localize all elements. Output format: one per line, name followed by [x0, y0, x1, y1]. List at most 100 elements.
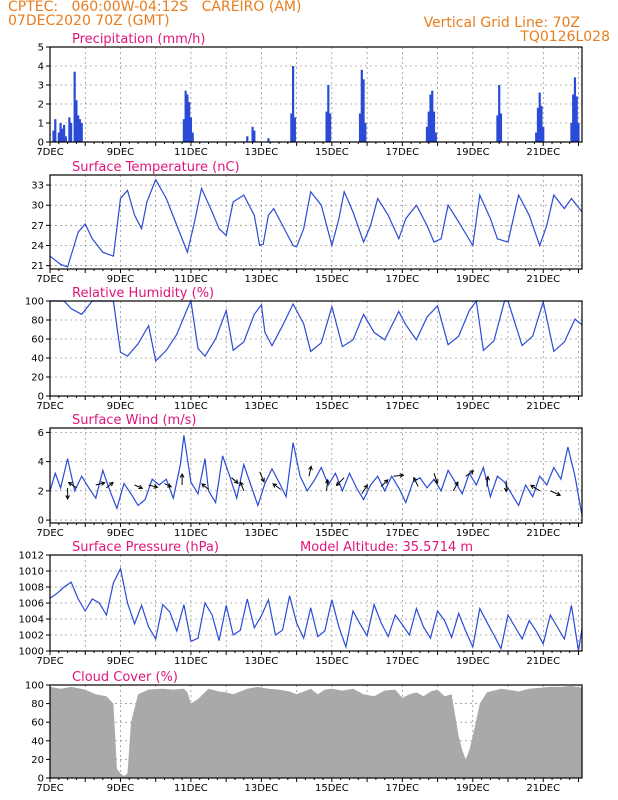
wind-arrow-head [383, 479, 389, 484]
rh-date-label: 19DEC [456, 401, 490, 412]
wind-arrow-head [469, 470, 475, 475]
precip-date-label: 19DEC [456, 147, 490, 158]
wind-arrow-head [153, 484, 159, 489]
cloud-date-label: 17DEC [385, 783, 419, 794]
pressure-ytick-label: 1010 [19, 567, 44, 578]
precip-bar [573, 77, 577, 142]
precip-bar [246, 136, 249, 142]
wind-arrow-head [335, 481, 341, 487]
precip-bar [360, 69, 363, 142]
cloud-date-label: 9DEC [107, 783, 134, 794]
wind-ytick-label: 4 [38, 457, 44, 468]
temp-ytick-label: 30 [31, 201, 44, 212]
wind-arrow-head [556, 491, 562, 497]
pressure-date-label: 13DEC [245, 656, 279, 667]
precip-bar [327, 85, 330, 142]
wind-arrow [361, 484, 368, 495]
wind-arrow-head [272, 483, 278, 488]
wind-arrow-head [308, 465, 313, 471]
precip-bar [291, 66, 295, 142]
wind-arrow [272, 483, 282, 490]
precip-bar [540, 105, 543, 142]
cloud-ytick-label: 80 [31, 699, 44, 710]
cloud-ytick-label: 100 [25, 681, 44, 692]
rh-date-label: 11DEC [174, 401, 208, 412]
pressure-date-label: 9DEC [107, 656, 134, 667]
wind-arrow [95, 482, 105, 486]
rh-date-label: 21DEC [526, 401, 560, 412]
wind-arrow [452, 481, 459, 492]
wind-arrow [134, 484, 143, 489]
temp-date-label: 15DEC [315, 274, 349, 285]
wind-arrow [231, 477, 239, 484]
wind-series-line [49, 435, 583, 516]
precip-bar [188, 102, 191, 142]
pressure-date-label: 17DEC [385, 656, 419, 667]
wind-date-label: 7DEC [36, 528, 63, 539]
pressure-ytick-label: 1002 [19, 631, 44, 642]
precip-bar [364, 123, 367, 142]
wind-date-label: 21DEC [526, 528, 560, 539]
wind-arrow-head [413, 476, 418, 482]
precip-ytick-label: 4 [38, 62, 44, 73]
precip-ytick-label: 0 [38, 138, 44, 149]
pressure-ytick-label: 1000 [19, 647, 44, 658]
wind-arrow-head [260, 477, 265, 483]
precip-date-label: 13DEC [245, 147, 279, 158]
wind-date-label: 11DEC [174, 528, 208, 539]
precip-bar [78, 119, 82, 142]
precip-bar [572, 94, 575, 142]
wind-arrow [486, 476, 489, 487]
wind-arrow-head [530, 484, 535, 490]
precip-bar [434, 132, 437, 142]
precip-bar [496, 115, 499, 142]
wind-arrow [326, 479, 329, 491]
rh-date-label: 13DEC [245, 401, 279, 412]
wind-arrow [336, 477, 345, 486]
cloud-date-label: 13DEC [245, 783, 279, 794]
precip-bar [186, 94, 189, 142]
precip-bar [70, 123, 73, 142]
wind-arrow [413, 477, 419, 487]
precip-bar [293, 117, 296, 142]
wind-arrow [240, 481, 245, 492]
temp-date-label: 11DEC [174, 274, 208, 285]
wind-arrow-head [434, 479, 439, 485]
cloud-title: Cloud Cover (%) [72, 670, 178, 685]
temp-ytick-label: 27 [31, 221, 44, 232]
cloud-ytick-label: 60 [31, 718, 44, 729]
rh-title: Relative Humidity (%) [72, 286, 214, 301]
wind-arrow [530, 484, 540, 492]
temp-title: Surface Temperature (nC) [72, 160, 240, 175]
rh-date-label: 15DEC [315, 401, 349, 412]
wind-arrow [68, 482, 77, 489]
wind-arrow-head [167, 483, 173, 488]
precip-bar [432, 111, 436, 142]
wind-title: Surface Wind (m/s) [72, 413, 196, 428]
pressure-date-label: 19DEC [456, 656, 490, 667]
precip-bar [75, 100, 78, 142]
rh-ytick-label: 20 [31, 373, 44, 384]
temp-ytick-label: 24 [31, 241, 44, 252]
precip-bar [251, 126, 254, 142]
pressure-date-label: 21DEC [526, 656, 560, 667]
pressure-date-label: 15DEC [315, 656, 349, 667]
temp-date-label: 9DEC [107, 274, 134, 285]
wind-arrow [259, 471, 265, 482]
wind-ytick-label: 0 [38, 516, 44, 527]
cloud-date-label: 7DEC [36, 783, 63, 794]
wind-arrow-head [399, 473, 405, 478]
precip-bar [80, 123, 83, 142]
temp-date-label: 17DEC [385, 274, 419, 285]
run-time-header: 07DEC2020 70Z (GMT) [8, 13, 170, 29]
cloud-ytick-label: 20 [31, 755, 44, 766]
precip-bar [54, 119, 57, 142]
rh-ytick-label: 80 [31, 316, 44, 327]
precip-bar [577, 123, 580, 142]
cloud-ytick-label: 40 [31, 736, 44, 747]
temp-date-label: 13DEC [245, 274, 279, 285]
wind-date-label: 9DEC [107, 528, 134, 539]
wind-arrow-head [201, 483, 206, 488]
wind-arrow-head [363, 484, 368, 489]
